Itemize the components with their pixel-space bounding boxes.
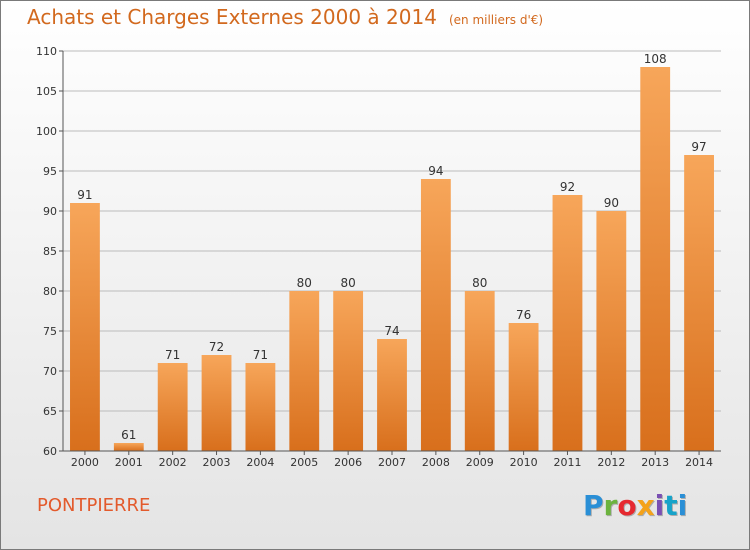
logo-letter: o xyxy=(617,489,637,522)
y-tick-label: 85 xyxy=(43,245,57,258)
chart-subtitle: (en milliers d'€) xyxy=(448,13,544,27)
data-label-2004: 71 xyxy=(253,348,268,362)
data-label-2011: 92 xyxy=(560,180,575,194)
x-tick-label-2007: 2007 xyxy=(378,456,406,469)
logo-letter: i xyxy=(654,489,665,522)
chart-title: Achats et Charges Externes 2000 à 2014 (e… xyxy=(27,5,543,29)
bar-2012 xyxy=(596,211,627,451)
data-label-2009: 80 xyxy=(472,276,487,290)
bar-2011 xyxy=(552,195,583,451)
y-tick-label: 65 xyxy=(43,405,57,418)
data-label-2012: 90 xyxy=(604,196,619,210)
logo-letter: P xyxy=(583,489,604,522)
logo-letter: t xyxy=(664,489,678,522)
data-label-2013: 108 xyxy=(644,52,667,66)
bar-2010 xyxy=(508,323,539,451)
bar-2002 xyxy=(157,363,188,451)
x-tick-label-2012: 2012 xyxy=(597,456,625,469)
y-tick-label: 80 xyxy=(43,285,57,298)
data-label-2014: 97 xyxy=(691,140,706,154)
bar-2001 xyxy=(113,443,144,451)
x-tick-label-2003: 2003 xyxy=(203,456,231,469)
logo-letter: i xyxy=(677,489,688,522)
x-tick-label-2004: 2004 xyxy=(246,456,274,469)
bars xyxy=(70,67,714,451)
data-label-2001: 61 xyxy=(121,428,136,442)
x-tick-label-2001: 2001 xyxy=(115,456,143,469)
data-label-2008: 94 xyxy=(428,164,443,178)
x-tick-label-2008: 2008 xyxy=(422,456,450,469)
bar-2007 xyxy=(377,339,407,451)
data-label-2007: 74 xyxy=(384,324,399,338)
bar-2006 xyxy=(333,291,364,451)
bar-2014 xyxy=(684,155,714,451)
x-tick-label-2010: 2010 xyxy=(510,456,538,469)
y-tick-label: 75 xyxy=(43,325,57,338)
bar-2009 xyxy=(464,291,495,451)
bar-2000 xyxy=(70,203,100,451)
data-label-2003: 72 xyxy=(209,340,224,354)
bar-2004 xyxy=(245,363,276,451)
x-tick-label-2005: 2005 xyxy=(290,456,318,469)
x-tick-label-2002: 2002 xyxy=(159,456,187,469)
y-tick-label: 95 xyxy=(43,165,57,178)
y-tick-label: 110 xyxy=(36,45,57,58)
axes: 60 65 70 75 80 85 90 95 100 105 110 2000 2001 2002 200… xyxy=(36,45,721,469)
data-label-2002: 71 xyxy=(165,348,180,362)
data-label-2010: 76 xyxy=(516,308,531,322)
y-tick-label: 100 xyxy=(36,125,57,138)
data-label-2000: 91 xyxy=(77,188,92,202)
x-tick-label-2013: 2013 xyxy=(641,456,669,469)
logo-letter: x xyxy=(636,489,655,522)
x-tick-label-2006: 2006 xyxy=(334,456,362,469)
bar-2003 xyxy=(201,355,232,451)
chart-title-main: Achats et Charges Externes 2000 à 2014 xyxy=(27,5,437,29)
x-tick-label-2014: 2014 xyxy=(685,456,713,469)
y-tick-label: 60 xyxy=(43,445,57,458)
y-tick-label: 105 xyxy=(36,85,57,98)
commune-name: PONTPIERRE xyxy=(37,495,151,516)
data-label-2006: 80 xyxy=(340,276,355,290)
y-tick-label: 90 xyxy=(43,205,57,218)
data-label-2005: 80 xyxy=(297,276,312,290)
bar-2013 xyxy=(640,67,671,451)
y-tick-label: 70 xyxy=(43,365,57,378)
bar-2005 xyxy=(289,291,320,451)
logo-letter: r xyxy=(603,489,618,522)
x-tick-label-2009: 2009 xyxy=(466,456,494,469)
x-tick-label-2000: 2000 xyxy=(71,456,99,469)
data-labels: 91 61 71 72 71 80 80 74 94 80 76 92 90 108 97 xyxy=(77,52,706,442)
x-tick-label-2011: 2011 xyxy=(553,456,581,469)
proxiti-logo: Proxiti xyxy=(583,489,687,522)
bar-2008 xyxy=(420,179,451,451)
